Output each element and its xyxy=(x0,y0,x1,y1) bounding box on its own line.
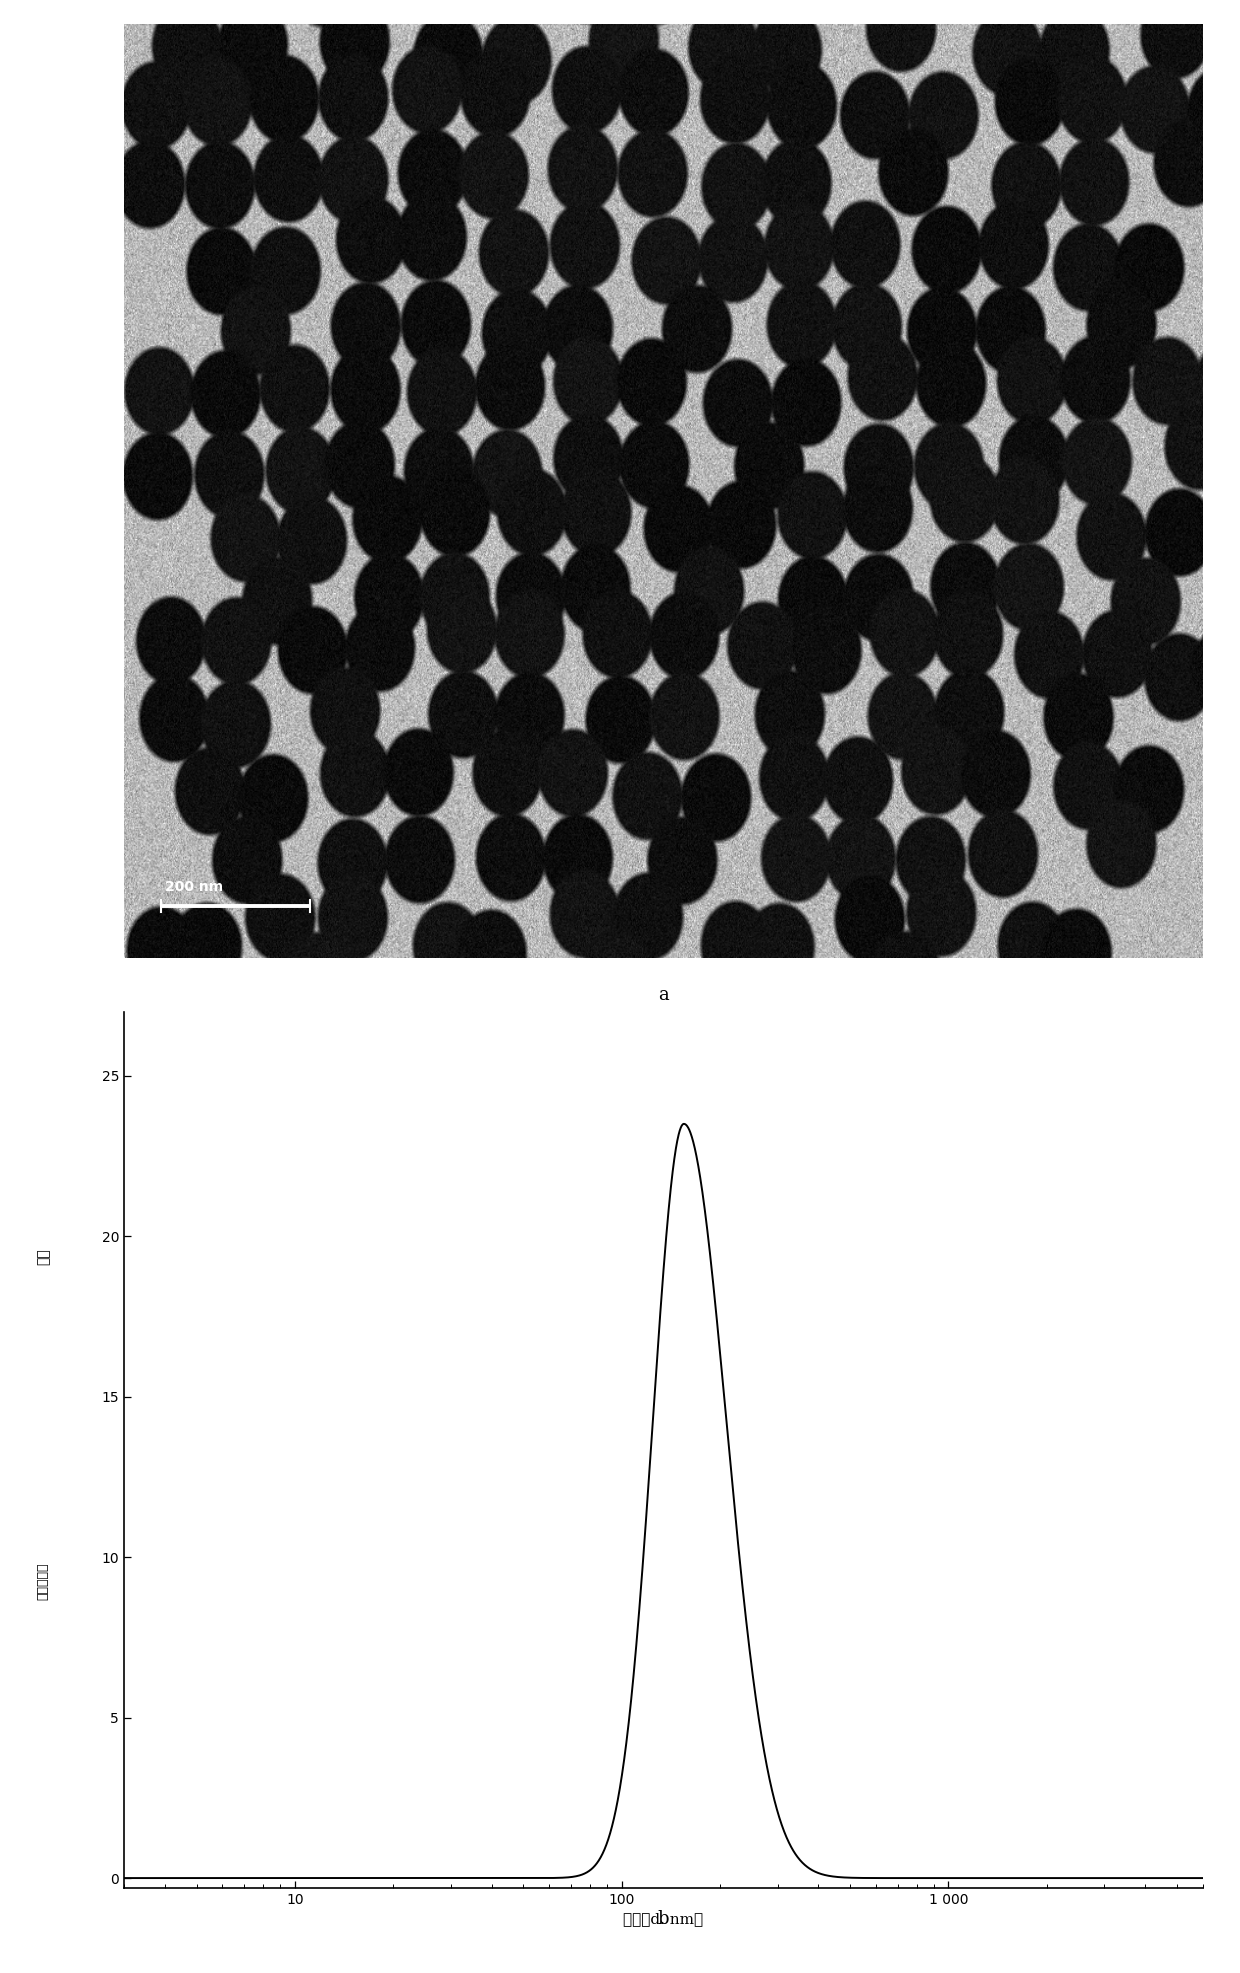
Text: （百分比）: （百分比） xyxy=(37,1563,50,1600)
Text: b: b xyxy=(657,1910,670,1928)
Text: 强度: 强度 xyxy=(36,1249,50,1265)
Text: 200 nm: 200 nm xyxy=(165,880,223,894)
Text: a: a xyxy=(658,986,668,1004)
X-axis label: 粒径（d. nm）: 粒径（d. nm） xyxy=(624,1912,703,1926)
